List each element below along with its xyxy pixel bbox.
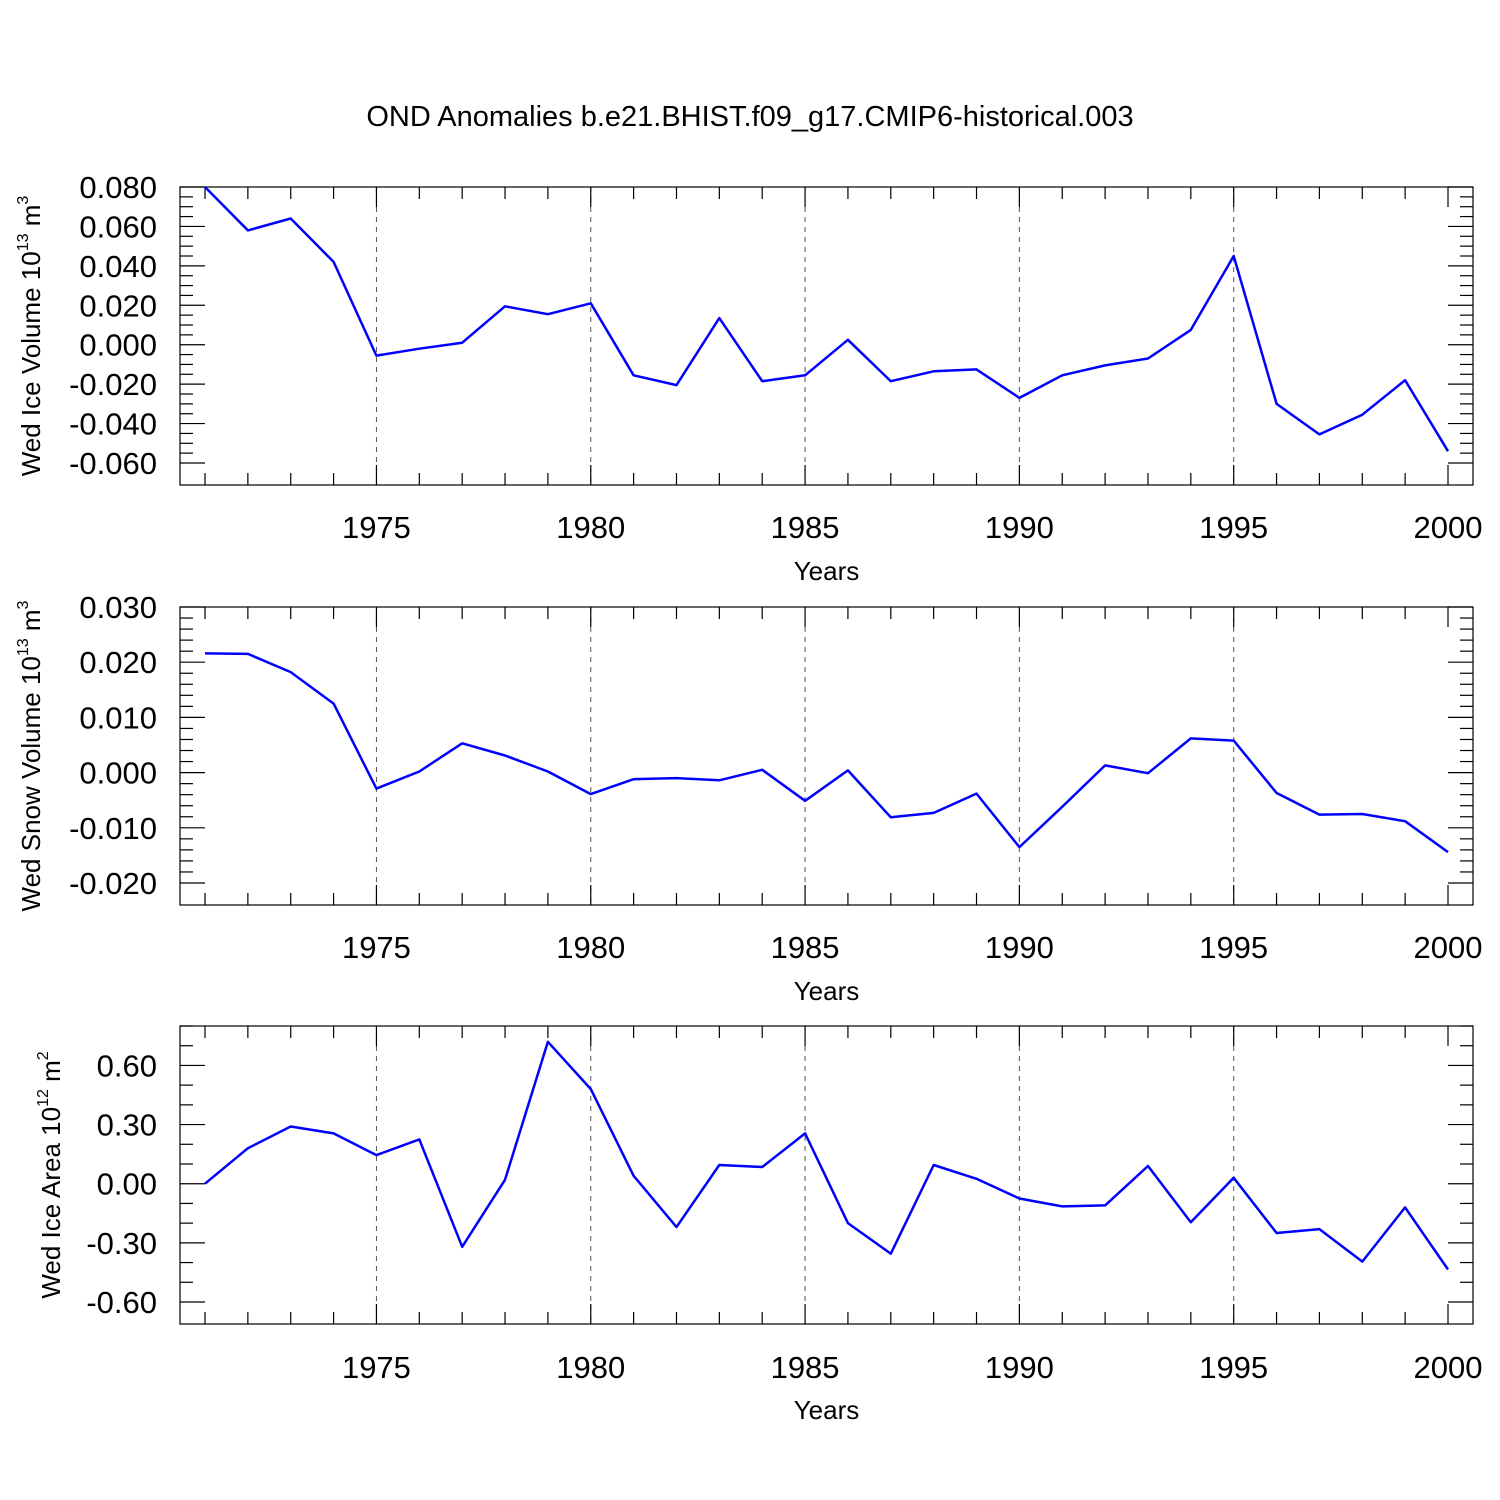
y-tick-label: 0.020	[79, 645, 157, 680]
x-axis-label: Years	[794, 556, 860, 586]
panel-2: 1975 1980 1985 1990 1995 2000 -0.020 -0.010 0.00…	[15, 590, 1482, 1006]
x-tick-label: 1980	[556, 1350, 625, 1385]
x-tick-label: 1985	[771, 1350, 840, 1385]
plot-frame	[179, 1025, 1474, 1325]
y-axis-label-superscript: 13	[15, 638, 32, 656]
x-tick-label: 1990	[985, 1350, 1054, 1385]
y-tick-label: -0.040	[69, 407, 157, 442]
x-tick-label: 1995	[1199, 930, 1268, 965]
figure-title: OND Anomalies b.e21.BHIST.f09_g17.CMIP6-…	[366, 101, 1133, 133]
y-tick-label: 0.040	[79, 249, 157, 284]
y-axis-label-superscript: 2	[35, 1051, 52, 1060]
x-tick-label: 2000	[1414, 510, 1483, 545]
x-tick-label: 1995	[1199, 1350, 1268, 1385]
y-axis-label-part: Wed Snow Volume 10	[16, 656, 46, 911]
y-tick-label: 0.60	[97, 1048, 157, 1083]
y-tick-label: 0.060	[79, 209, 157, 244]
y-tick-label: 0.30	[97, 1108, 157, 1143]
y-tick-label: -0.020	[69, 866, 157, 901]
y-tick-label: -0.010	[69, 811, 157, 846]
y-axis-label-part: Wed Ice Area 10	[36, 1107, 66, 1299]
x-tick-label: 1985	[771, 930, 840, 965]
x-tick-label: 1975	[342, 930, 411, 965]
x-tick-label: 2000	[1414, 1350, 1483, 1385]
series-line	[204, 1040, 1450, 1271]
y-axis-label-part: m	[16, 205, 46, 234]
y-axis-label: Wed Ice Area 1012 m2	[35, 1051, 66, 1298]
y-tick-label: 0.030	[79, 590, 157, 625]
x-tick-label: 1975	[342, 1350, 411, 1385]
x-tick-label: 1980	[556, 510, 625, 545]
y-tick-label: -0.060	[69, 446, 157, 481]
x-tick-label: 1995	[1199, 510, 1268, 545]
y-tick-label: 0.000	[79, 328, 157, 363]
y-axis-label-superscript: 12	[35, 1089, 52, 1107]
panel-1: 1975 1980 1985 1990 1995 2000 -0.060 -0.040 -0.0…	[15, 170, 1482, 586]
x-tick-label: 1980	[556, 930, 625, 965]
series-line	[204, 652, 1449, 854]
y-tick-label: 0.010	[79, 700, 157, 735]
y-axis-label-superscript: 3	[15, 196, 32, 205]
panel-3: 1975 1980 1985 1990 1995 2000 -0.60 -0.30 0.00 0.…	[35, 1025, 1483, 1425]
y-tick-label: 0.00	[97, 1167, 157, 1202]
y-axis-label-part: m	[16, 609, 46, 638]
y-axis-label-part: Wed Ice Volume 10	[16, 251, 46, 476]
y-axis-label: Wed Snow Volume 1013 m3	[15, 600, 46, 911]
x-tick-label: 1985	[771, 510, 840, 545]
x-tick-label: 2000	[1414, 930, 1483, 965]
y-tick-label: -0.60	[86, 1285, 157, 1320]
y-tick-label: -0.30	[86, 1226, 157, 1261]
y-tick-label: -0.020	[69, 367, 157, 402]
plot-frame	[179, 606, 1474, 906]
y-axis-label-superscript: 13	[15, 233, 32, 251]
y-axis-label-part: m	[36, 1060, 66, 1089]
y-tick-label: 0.000	[79, 756, 157, 791]
y-tick-label: 0.020	[79, 288, 157, 323]
y-axis-label-superscript: 3	[15, 600, 32, 609]
y-axis-label: Wed Ice Volume 1013 m3	[15, 196, 46, 477]
x-tick-label: 1990	[985, 510, 1054, 545]
x-tick-label: 1990	[985, 930, 1054, 965]
x-tick-label: 1975	[342, 510, 411, 545]
y-tick-label: 0.080	[79, 170, 157, 205]
x-axis-label: Years	[794, 976, 860, 1006]
series-line	[204, 186, 1450, 452]
plot-frame	[179, 186, 1474, 486]
x-axis-label: Years	[794, 1395, 860, 1425]
